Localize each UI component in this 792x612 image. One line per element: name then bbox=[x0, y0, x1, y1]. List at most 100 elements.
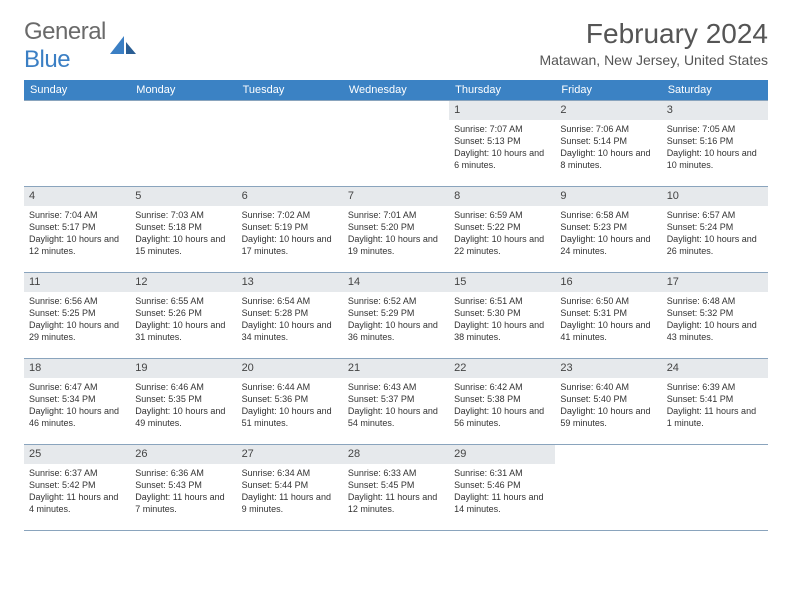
calendar: SundayMondayTuesdayWednesdayThursdayFrid… bbox=[24, 80, 768, 531]
weekday-header: Saturday bbox=[662, 80, 768, 101]
day-number: 23 bbox=[555, 359, 661, 378]
logo: General Blue bbox=[24, 18, 136, 74]
calendar-row: 18 Sunrise: 6:47 AMSunset: 5:34 PMDayligh… bbox=[24, 359, 768, 445]
calendar-cell: 20 Sunrise: 6:44 AMSunset: 5:36 PMDayligh… bbox=[237, 359, 343, 445]
day-number: 6 bbox=[237, 187, 343, 206]
day-number: 3 bbox=[662, 101, 768, 120]
calendar-cell: 29 Sunrise: 6:31 AMSunset: 5:46 PMDayligh… bbox=[449, 445, 555, 531]
day-info: Sunrise: 7:05 AMSunset: 5:16 PMDaylight:… bbox=[667, 123, 763, 172]
day-number: 26 bbox=[130, 445, 236, 464]
calendar-cell: 28Sunrise: 6:33 AMSunset: 5:45 PMDayligh… bbox=[343, 445, 449, 531]
calendar-cell: 3 Sunrise: 7:05 AMSunset: 5:16 PMDaylight… bbox=[662, 101, 768, 187]
day-info: Sunrise: 6:43 AMSunset: 5:37 PMDaylight:… bbox=[348, 381, 444, 430]
day-number: 19 bbox=[130, 359, 236, 378]
calendar-cell: 10Sunrise: 6:57 AMSunset: 5:24 PMDayligh… bbox=[662, 187, 768, 273]
calendar-cell: 1Sunrise: 7:07 AMSunset: 5:13 PMDaylight… bbox=[449, 101, 555, 187]
day-info: Sunrise: 6:37 AMSunset: 5:42 PMDaylight:… bbox=[29, 467, 125, 516]
weekday-header: Monday bbox=[130, 80, 236, 101]
calendar-cell: 8 Sunrise: 6:59 AMSunset: 5:22 PMDaylight… bbox=[449, 187, 555, 273]
calendar-cell: 26Sunrise: 6:36 AMSunset: 5:43 PMDayligh… bbox=[130, 445, 236, 531]
calendar-cell: 5 Sunrise: 7:03 AMSunset: 5:18 PMDaylight… bbox=[130, 187, 236, 273]
calendar-cell: 21 Sunrise: 6:43 AMSunset: 5:37 PMDayligh… bbox=[343, 359, 449, 445]
calendar-cell: 16 Sunrise: 6:50 AMSunset: 5:31 PMDayligh… bbox=[555, 273, 661, 359]
day-number: 22 bbox=[449, 359, 555, 378]
day-number: 5 bbox=[130, 187, 236, 206]
day-number: 8 bbox=[449, 187, 555, 206]
day-number: 13 bbox=[237, 273, 343, 292]
day-number: 20 bbox=[237, 359, 343, 378]
calendar-cell: 12Sunrise: 6:55 AMSunset: 5:26 PMDayligh… bbox=[130, 273, 236, 359]
day-number: 27 bbox=[237, 445, 343, 464]
calendar-row: 4 Sunrise: 7:04 AMSunset: 5:17 PMDaylight… bbox=[24, 187, 768, 273]
weekday-header: Sunday bbox=[24, 80, 130, 101]
calendar-cell: 9Sunrise: 6:58 AMSunset: 5:23 PMDaylight… bbox=[555, 187, 661, 273]
day-info: Sunrise: 6:50 AMSunset: 5:31 PMDaylight:… bbox=[560, 295, 656, 344]
location: Matawan, New Jersey, United States bbox=[539, 52, 768, 68]
calendar-cell: 7Sunrise: 7:01 AMSunset: 5:20 PMDaylight… bbox=[343, 187, 449, 273]
day-info: Sunrise: 6:46 AMSunset: 5:35 PMDaylight:… bbox=[135, 381, 231, 430]
calendar-body: 1Sunrise: 7:07 AMSunset: 5:13 PMDaylight… bbox=[24, 101, 768, 531]
day-info: Sunrise: 6:54 AMSunset: 5:28 PMDaylight:… bbox=[242, 295, 338, 344]
day-info: Sunrise: 6:59 AMSunset: 5:22 PMDaylight:… bbox=[454, 209, 550, 258]
calendar-cell-empty bbox=[662, 445, 768, 531]
day-number: 18 bbox=[24, 359, 130, 378]
calendar-cell: 25 Sunrise: 6:37 AMSunset: 5:42 PMDayligh… bbox=[24, 445, 130, 531]
day-info: Sunrise: 7:04 AMSunset: 5:17 PMDaylight:… bbox=[29, 209, 125, 258]
title-block: February 2024 Matawan, New Jersey, Unite… bbox=[539, 18, 768, 68]
calendar-cell: 11Sunrise: 6:56 AMSunset: 5:25 PMDayligh… bbox=[24, 273, 130, 359]
calendar-cell-empty bbox=[555, 445, 661, 531]
calendar-cell: 13 Sunrise: 6:54 AMSunset: 5:28 PMDayligh… bbox=[237, 273, 343, 359]
weekday-header: Friday bbox=[555, 80, 661, 101]
day-info: Sunrise: 6:47 AMSunset: 5:34 PMDaylight:… bbox=[29, 381, 125, 430]
logo-sail-icon bbox=[110, 36, 136, 56]
day-number: 14 bbox=[343, 273, 449, 292]
calendar-cell: 23 Sunrise: 6:40 AMSunset: 5:40 PMDayligh… bbox=[555, 359, 661, 445]
day-number: 25 bbox=[24, 445, 130, 464]
day-info: Sunrise: 6:31 AMSunset: 5:46 PMDaylight:… bbox=[454, 467, 550, 516]
day-info: Sunrise: 7:02 AMSunset: 5:19 PMDaylight:… bbox=[242, 209, 338, 258]
calendar-cell-empty bbox=[343, 101, 449, 187]
day-number: 10 bbox=[662, 187, 768, 206]
calendar-cell: 24 Sunrise: 6:39 AMSunset: 5:41 PMDayligh… bbox=[662, 359, 768, 445]
calendar-cell: 2Sunrise: 7:06 AMSunset: 5:14 PMDaylight… bbox=[555, 101, 661, 187]
calendar-cell: 18 Sunrise: 6:47 AMSunset: 5:34 PMDayligh… bbox=[24, 359, 130, 445]
calendar-row: 1Sunrise: 7:07 AMSunset: 5:13 PMDaylight… bbox=[24, 101, 768, 187]
day-info: Sunrise: 6:51 AMSunset: 5:30 PMDaylight:… bbox=[454, 295, 550, 344]
day-info: Sunrise: 6:42 AMSunset: 5:38 PMDaylight:… bbox=[454, 381, 550, 430]
calendar-cell: 14Sunrise: 6:52 AMSunset: 5:29 PMDayligh… bbox=[343, 273, 449, 359]
calendar-cell-empty bbox=[130, 101, 236, 187]
day-info: Sunrise: 7:03 AMSunset: 5:18 PMDaylight:… bbox=[135, 209, 231, 258]
day-number: 4 bbox=[24, 187, 130, 206]
logo-text: General Blue bbox=[24, 18, 106, 74]
day-number: 21 bbox=[343, 359, 449, 378]
day-info: Sunrise: 6:33 AMSunset: 5:45 PMDaylight:… bbox=[348, 467, 444, 516]
day-number: 11 bbox=[24, 273, 130, 292]
day-info: Sunrise: 6:39 AMSunset: 5:41 PMDaylight:… bbox=[667, 381, 763, 430]
day-number: 29 bbox=[449, 445, 555, 464]
calendar-cell: 19 Sunrise: 6:46 AMSunset: 5:35 PMDayligh… bbox=[130, 359, 236, 445]
logo-word-a: General bbox=[24, 18, 106, 45]
day-number: 17 bbox=[662, 273, 768, 292]
day-number: 9 bbox=[555, 187, 661, 206]
logo-word-b: Blue bbox=[24, 46, 70, 73]
day-number: 1 bbox=[449, 101, 555, 120]
day-info: Sunrise: 7:06 AMSunset: 5:14 PMDaylight:… bbox=[560, 123, 656, 172]
day-number: 7 bbox=[343, 187, 449, 206]
calendar-cell: 6 Sunrise: 7:02 AMSunset: 5:19 PMDaylight… bbox=[237, 187, 343, 273]
calendar-head: SundayMondayTuesdayWednesdayThursdayFrid… bbox=[24, 80, 768, 101]
day-info: Sunrise: 6:40 AMSunset: 5:40 PMDaylight:… bbox=[560, 381, 656, 430]
day-number: 15 bbox=[449, 273, 555, 292]
weekday-header: Thursday bbox=[449, 80, 555, 101]
calendar-cell: 4 Sunrise: 7:04 AMSunset: 5:17 PMDaylight… bbox=[24, 187, 130, 273]
calendar-row: 25 Sunrise: 6:37 AMSunset: 5:42 PMDayligh… bbox=[24, 445, 768, 531]
calendar-cell: 17Sunrise: 6:48 AMSunset: 5:32 PMDayligh… bbox=[662, 273, 768, 359]
day-number: 24 bbox=[662, 359, 768, 378]
day-number: 16 bbox=[555, 273, 661, 292]
calendar-row: 11Sunrise: 6:56 AMSunset: 5:25 PMDayligh… bbox=[24, 273, 768, 359]
calendar-cell: 22 Sunrise: 6:42 AMSunset: 5:38 PMDayligh… bbox=[449, 359, 555, 445]
weekday-header: Wednesday bbox=[343, 80, 449, 101]
day-info: Sunrise: 6:34 AMSunset: 5:44 PMDaylight:… bbox=[242, 467, 338, 516]
weekday-header: Tuesday bbox=[237, 80, 343, 101]
calendar-cell: 27 Sunrise: 6:34 AMSunset: 5:44 PMDayligh… bbox=[237, 445, 343, 531]
day-info: Sunrise: 6:44 AMSunset: 5:36 PMDaylight:… bbox=[242, 381, 338, 430]
